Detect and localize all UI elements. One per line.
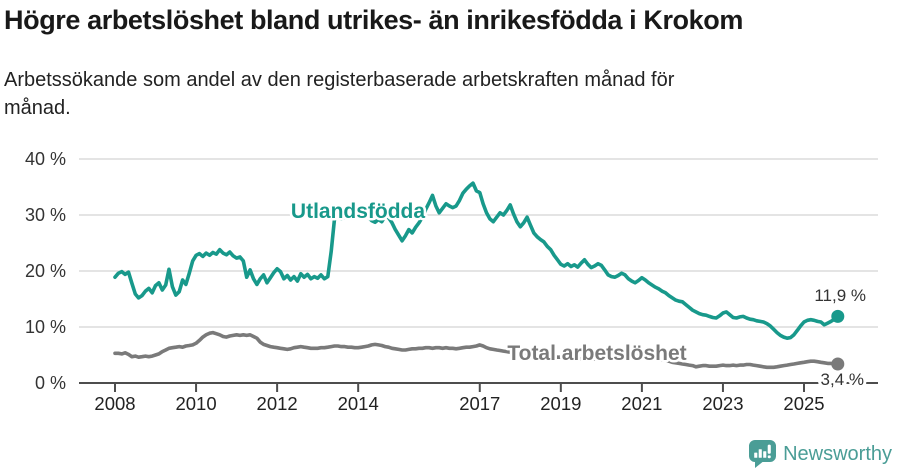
x-axis-tick-label: 2014 bbox=[338, 393, 379, 414]
y-axis-tick-label: 30 % bbox=[25, 205, 66, 225]
x-axis-tick-label: 2023 bbox=[702, 393, 743, 414]
series-end-dot-1 bbox=[831, 357, 845, 371]
x-axis-tick-label: 2017 bbox=[459, 393, 500, 414]
x-axis-tick-label: 2010 bbox=[175, 393, 216, 414]
newsworthy-logo[interactable]: Newsworthy bbox=[749, 440, 892, 468]
page-title: Högre arbetslöshet bland utrikes- än inr… bbox=[4, 5, 743, 35]
y-axis-tick-label: 40 % bbox=[25, 149, 66, 169]
series-label-0: Utlandsfödda bbox=[291, 200, 425, 223]
series-end-dot-0 bbox=[831, 309, 845, 323]
series-line-0 bbox=[113, 181, 840, 341]
x-axis-tick-label: 2008 bbox=[94, 393, 135, 414]
x-axis-tick-label: 2021 bbox=[621, 393, 662, 414]
x-axis-tick-label: 2012 bbox=[257, 393, 298, 414]
series-end-value-1: 3,4 % bbox=[821, 370, 864, 389]
y-axis-tick-label: 0 % bbox=[35, 373, 66, 393]
chart-subtitle: Arbetssökande som andel av den registerb… bbox=[4, 69, 675, 119]
newsworthy-icon bbox=[749, 440, 777, 468]
x-axis-tick-label: 2025 bbox=[783, 393, 824, 414]
y-axis-tick-label: 10 % bbox=[25, 317, 66, 337]
series-label-1: Total arbetslöshet bbox=[507, 342, 686, 365]
brand-name: Newsworthy bbox=[783, 442, 892, 465]
x-axis-tick-label: 2019 bbox=[540, 393, 581, 414]
series-end-value-0: 11,9 % bbox=[814, 286, 866, 305]
y-axis-tick-label: 20 % bbox=[25, 261, 66, 281]
series-line-1 bbox=[113, 330, 840, 370]
